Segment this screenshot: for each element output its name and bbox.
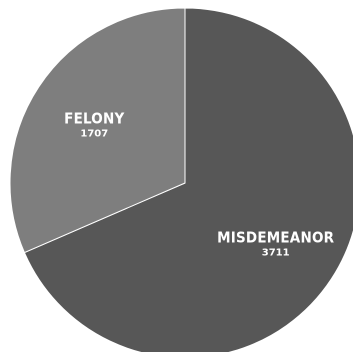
pie-slice-felony	[9, 7, 186, 254]
pie-slice-misdemeanor	[23, 7, 353, 352]
slice-label-misdemeanor: MISDEMEANOR	[217, 229, 334, 247]
pie-labels: MISDEMEANOR 3711 FELONY 1707	[64, 109, 334, 258]
pie-slices	[9, 7, 353, 352]
slice-value-felony: 1707	[80, 128, 108, 139]
slice-label-felony: FELONY	[64, 109, 124, 127]
slice-value-misdemeanor: 3711	[262, 248, 290, 259]
